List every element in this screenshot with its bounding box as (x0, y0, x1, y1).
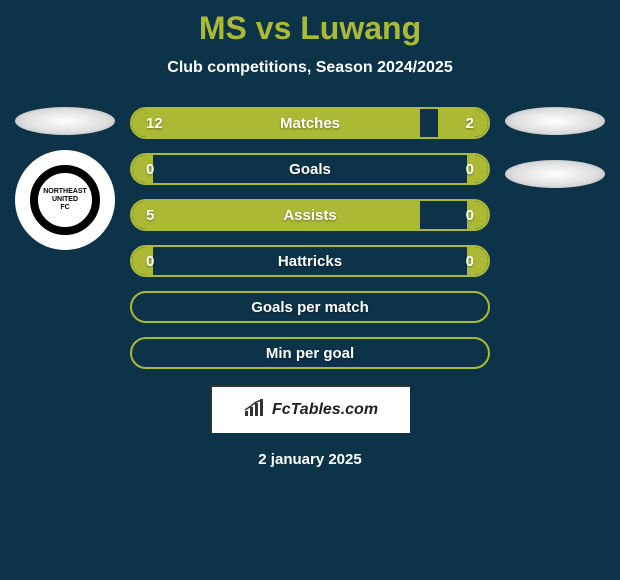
team-logo-placeholder (505, 107, 605, 135)
stats-bars: 122Matches 00Goals 50Assists 00Hattricks Goa… (130, 107, 490, 369)
stat-bar: 50Assists (130, 199, 490, 231)
chart-icon (244, 399, 266, 422)
comparison-area: NORTHEAST UNITED FC 122Matches 00Goals 50A… (0, 107, 620, 377)
stat-bar: 00Hattricks (130, 245, 490, 277)
stat-bar: Goals per match (130, 291, 490, 323)
stat-bar: 122Matches (130, 107, 490, 139)
team-logo-placeholder (505, 160, 605, 188)
left-team-logos: NORTHEAST UNITED FC (10, 107, 120, 250)
badge-text-bot: FC (60, 204, 69, 212)
bar-center-label: Goals (132, 161, 488, 178)
page-subtitle: Club competitions, Season 2024/2025 (0, 59, 620, 77)
bar-center-label: Goals per match (132, 299, 488, 316)
brand-text: FcTables.com (272, 401, 378, 419)
bar-center-label: Assists (132, 207, 488, 224)
page-title: MS vs Luwang (0, 0, 620, 47)
bar-center-label: Hattricks (132, 253, 488, 270)
badge-text-mid: UNITED (52, 196, 78, 204)
footer-date: 2 january 2025 (0, 451, 620, 468)
bar-center-label: Min per goal (132, 345, 488, 362)
badge-text-top: NORTHEAST (43, 188, 87, 196)
stat-bar: Min per goal (130, 337, 490, 369)
brand-badge: FcTables.com (210, 385, 410, 433)
team-logo-placeholder (15, 107, 115, 135)
stat-bar: 00Goals (130, 153, 490, 185)
right-team-logos (500, 107, 610, 203)
bar-center-label: Matches (132, 115, 488, 132)
northeast-united-logo: NORTHEAST UNITED FC (15, 150, 115, 250)
